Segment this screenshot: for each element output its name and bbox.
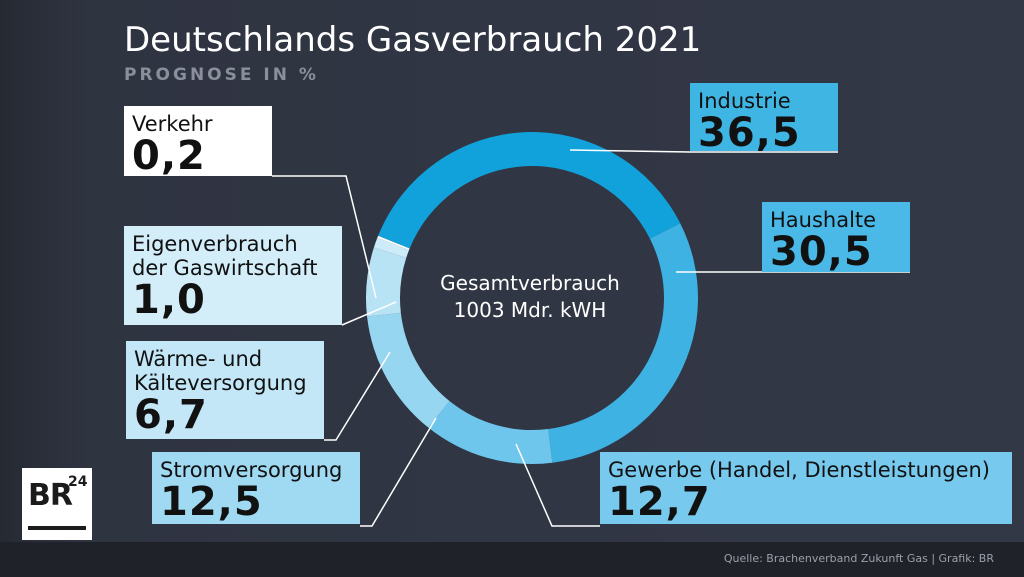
legend-box-verkehr: Verkehr 0,2 <box>124 106 272 176</box>
legend-box-haushalte: Haushalte 30,5 <box>762 202 910 272</box>
logo-bar <box>28 526 86 530</box>
chart-title: Deutschlands Gasverbrauch 2021 <box>124 20 702 60</box>
legend-name-industrie: Industrie <box>698 89 791 113</box>
center-total-label: Gesamtverbrauch <box>440 271 620 295</box>
data-label-industrie: 36,5 <box>698 110 801 151</box>
data-label-eigenverbrauch: 1,0 <box>132 277 206 323</box>
legend-box-industrie: Industrie 36,5 <box>690 83 838 151</box>
donut-center-label: Gesamtverbrauch 1003 Mdr. kWH <box>410 270 650 324</box>
data-label-waerme: 6,7 <box>134 392 208 438</box>
donut-slice-verkehr <box>377 235 410 251</box>
legend-name-waerme: Wärme- und Kälteversorgung <box>134 347 307 395</box>
data-label-gewerbe: 12,7 <box>608 479 711 524</box>
donut-slice-haushalte <box>548 223 698 463</box>
br24-logo: BR 24 <box>22 468 92 540</box>
leader-line-verkehr <box>272 175 377 299</box>
leader-line-industrie <box>569 149 838 153</box>
legend-box-gewerbe: Gewerbe (Handel, Dienstleistungen) 12,7 <box>600 452 1012 524</box>
data-label-stromversorgung: 12,5 <box>160 479 263 524</box>
leader-line-eigenverbrauch <box>341 301 397 326</box>
logo-text: BR <box>28 478 73 513</box>
donut-slice-industrie <box>378 131 681 249</box>
legend-name-verkehr: Verkehr <box>132 112 213 136</box>
legend-box-eigenverbrauch: Eigenverbrauch der Gaswirtschaft 1,0 <box>124 226 342 325</box>
data-label-verkehr: 0,2 <box>132 133 206 176</box>
donut-slice-waerme <box>366 247 407 317</box>
leader-line-waerme <box>324 351 391 441</box>
legend-box-stromversorgung: Stromversorgung 12,5 <box>152 452 360 524</box>
footer-band <box>0 542 1024 577</box>
legend-name-stromversorgung: Stromversorgung <box>160 458 343 482</box>
legend-name-gewerbe: Gewerbe (Handel, Dienstleistungen) <box>608 458 990 482</box>
center-total-value: 1003 Mdr. kWH <box>453 298 607 322</box>
chart-subtitle: PROGNOSE IN % <box>124 65 319 85</box>
leader-line-gewerbe <box>515 443 600 527</box>
data-label-haushalte: 30,5 <box>770 229 873 272</box>
legend-name-eigenverbrauch: Eigenverbrauch der Gaswirtschaft <box>132 232 318 280</box>
donut-slice-gewerbe <box>428 401 553 464</box>
legend-box-waerme: Wärme- und Kälteversorgung 6,7 <box>126 341 324 439</box>
donut-slice-eigenverbrauch <box>373 237 410 258</box>
leader-line-stromversorgung <box>360 417 437 527</box>
source-credit: Quelle: Brachenverband Zukunft Gas | Gra… <box>723 552 994 565</box>
logo-superscript: 24 <box>68 474 88 490</box>
donut-slice-stromversorgung <box>367 312 450 428</box>
legend-name-haushalte: Haushalte <box>770 208 877 232</box>
